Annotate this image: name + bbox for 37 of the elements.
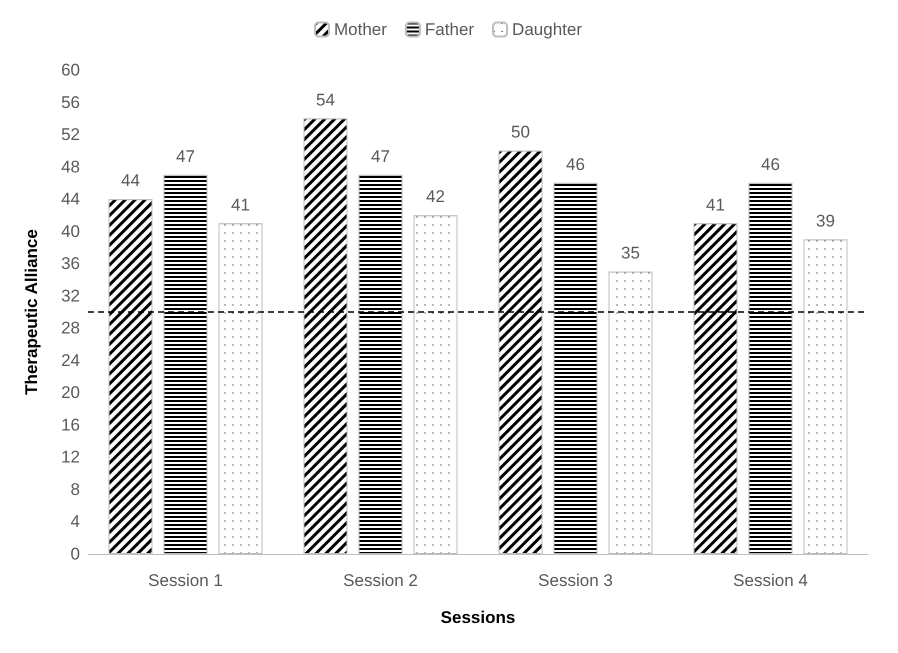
y-tick-label: 20 bbox=[61, 383, 80, 402]
data-label: 46 bbox=[761, 154, 780, 174]
y-tick-label: 48 bbox=[61, 157, 80, 176]
data-label: 35 bbox=[621, 244, 640, 263]
y-tick-label: 40 bbox=[61, 222, 80, 241]
y-tick-label: 36 bbox=[61, 254, 80, 274]
legend-label: Daughter bbox=[512, 20, 582, 39]
y-axis-title: Therapeutic Alliance bbox=[22, 229, 41, 395]
data-label: 47 bbox=[176, 146, 195, 166]
data-label: 41 bbox=[706, 195, 725, 214]
x-tick-label: Session 3 bbox=[538, 571, 613, 590]
y-tick-label: 0 bbox=[70, 544, 80, 564]
data-label: 47 bbox=[371, 146, 390, 166]
data-label: 39 bbox=[816, 211, 835, 230]
y-tick-label: 32 bbox=[61, 286, 80, 306]
y-tick-label: 28 bbox=[61, 318, 80, 338]
y-tick-label: 8 bbox=[70, 480, 80, 499]
data-label: 46 bbox=[566, 154, 585, 174]
y-tick-label: 16 bbox=[61, 415, 80, 434]
legend-label: Mother bbox=[334, 20, 388, 39]
data-label: 44 bbox=[121, 171, 140, 190]
x-tick-label: Session 1 bbox=[148, 571, 223, 590]
y-tick-label: 4 bbox=[70, 512, 80, 532]
x-tick-label: Session 2 bbox=[343, 571, 418, 590]
data-label: 54 bbox=[316, 90, 335, 110]
x-axis-title: Sessions bbox=[440, 608, 516, 627]
data-label: 50 bbox=[511, 122, 530, 142]
y-tick-label: 56 bbox=[61, 92, 80, 112]
y-tick-label: 52 bbox=[61, 125, 80, 144]
y-tick-label: 12 bbox=[61, 448, 80, 467]
y-tick-label: 44 bbox=[61, 190, 80, 209]
legend-label: Father bbox=[424, 20, 474, 39]
data-label: 41 bbox=[231, 195, 250, 214]
y-tick-label: 60 bbox=[61, 60, 80, 80]
data-label: 42 bbox=[426, 187, 445, 206]
x-tick-label: Session 4 bbox=[733, 571, 808, 590]
y-tick-label: 24 bbox=[61, 350, 80, 370]
